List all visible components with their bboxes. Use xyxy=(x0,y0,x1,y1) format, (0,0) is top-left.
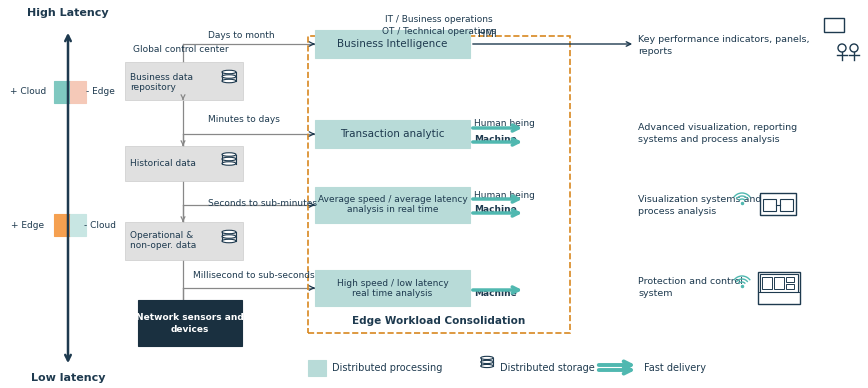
Text: Edge Workload Consolidation: Edge Workload Consolidation xyxy=(352,316,526,326)
Ellipse shape xyxy=(222,75,236,78)
Ellipse shape xyxy=(222,162,236,165)
Text: Protection and control: Protection and control xyxy=(638,277,743,286)
Bar xyxy=(824,18,844,32)
Ellipse shape xyxy=(222,79,236,83)
Text: system: system xyxy=(638,289,673,298)
Bar xyxy=(125,62,243,100)
Bar xyxy=(54,81,70,103)
Text: Human being: Human being xyxy=(474,120,535,128)
Text: Transaction analytic: Transaction analytic xyxy=(340,129,444,139)
Ellipse shape xyxy=(481,364,493,367)
Bar xyxy=(760,193,796,215)
Text: Advanced visualization, reporting: Advanced visualization, reporting xyxy=(638,123,797,132)
Text: - Edge: - Edge xyxy=(86,88,115,97)
Text: + Edge: + Edge xyxy=(11,220,44,229)
Text: High Latency: High Latency xyxy=(27,8,108,18)
Bar xyxy=(763,199,776,211)
Bar xyxy=(125,146,243,181)
Bar xyxy=(774,277,784,289)
Bar xyxy=(780,199,793,211)
Ellipse shape xyxy=(222,235,236,238)
Ellipse shape xyxy=(222,239,236,243)
Text: Minutes to days: Minutes to days xyxy=(208,116,279,125)
Ellipse shape xyxy=(222,157,236,161)
Bar xyxy=(308,36,570,333)
Text: - Cloud: - Cloud xyxy=(84,220,116,229)
Text: Machine: Machine xyxy=(474,289,516,298)
Text: IT / Business operations: IT / Business operations xyxy=(385,16,493,24)
Text: systems and process analysis: systems and process analysis xyxy=(638,135,779,144)
Bar xyxy=(315,30,470,58)
Text: + Cloud: + Cloud xyxy=(10,88,46,97)
Text: Network sensors and: Network sensors and xyxy=(136,312,244,322)
Text: reports: reports xyxy=(638,47,672,57)
Text: Low latency: Low latency xyxy=(30,373,105,383)
Text: Business data: Business data xyxy=(130,73,193,81)
Bar xyxy=(758,272,800,304)
Bar xyxy=(308,360,326,376)
Bar xyxy=(315,187,470,223)
Text: Human being: Human being xyxy=(474,191,535,199)
Text: Key performance indicators, panels,: Key performance indicators, panels, xyxy=(638,35,810,45)
Text: Millisecond to sub-seconds: Millisecond to sub-seconds xyxy=(193,272,314,281)
Bar xyxy=(786,277,794,282)
Text: Machine: Machine xyxy=(474,135,516,144)
Bar xyxy=(315,270,470,306)
Bar xyxy=(760,274,798,292)
Ellipse shape xyxy=(481,360,493,364)
Ellipse shape xyxy=(481,356,493,359)
Text: devices: devices xyxy=(171,324,209,334)
Text: Historical data: Historical data xyxy=(130,159,196,168)
Text: process analysis: process analysis xyxy=(638,206,716,215)
Bar xyxy=(762,277,772,289)
Text: Days to month: Days to month xyxy=(208,31,274,40)
Text: Fast delivery: Fast delivery xyxy=(644,363,706,373)
Text: non-oper. data: non-oper. data xyxy=(130,241,196,251)
Text: Distributed processing: Distributed processing xyxy=(332,363,443,373)
Text: High speed / low latency: High speed / low latency xyxy=(337,279,449,288)
Text: OT / Technical operations: OT / Technical operations xyxy=(382,26,496,35)
Text: HMI: HMI xyxy=(478,29,496,39)
Text: Seconds to sub-minutes: Seconds to sub-minutes xyxy=(208,199,317,208)
Text: Global control center: Global control center xyxy=(133,45,228,54)
Text: Distributed storage: Distributed storage xyxy=(500,363,595,373)
Ellipse shape xyxy=(222,153,236,156)
Text: Business Intelligence: Business Intelligence xyxy=(338,39,448,49)
Bar xyxy=(138,300,242,346)
Text: analysis in real time: analysis in real time xyxy=(346,206,438,215)
Bar xyxy=(70,81,86,103)
Ellipse shape xyxy=(222,70,236,74)
Text: Operational &: Operational & xyxy=(130,232,194,241)
Text: repository: repository xyxy=(130,83,176,92)
Text: real time analysis: real time analysis xyxy=(352,289,432,298)
Bar xyxy=(125,222,243,260)
Bar xyxy=(70,214,86,236)
Bar xyxy=(786,284,794,289)
Text: Average speed / average latency: Average speed / average latency xyxy=(318,196,467,204)
Bar xyxy=(54,214,70,236)
Text: Visualization systems and: Visualization systems and xyxy=(638,194,761,203)
Text: Machine: Machine xyxy=(474,206,516,215)
Bar xyxy=(315,120,470,148)
Ellipse shape xyxy=(222,230,236,234)
